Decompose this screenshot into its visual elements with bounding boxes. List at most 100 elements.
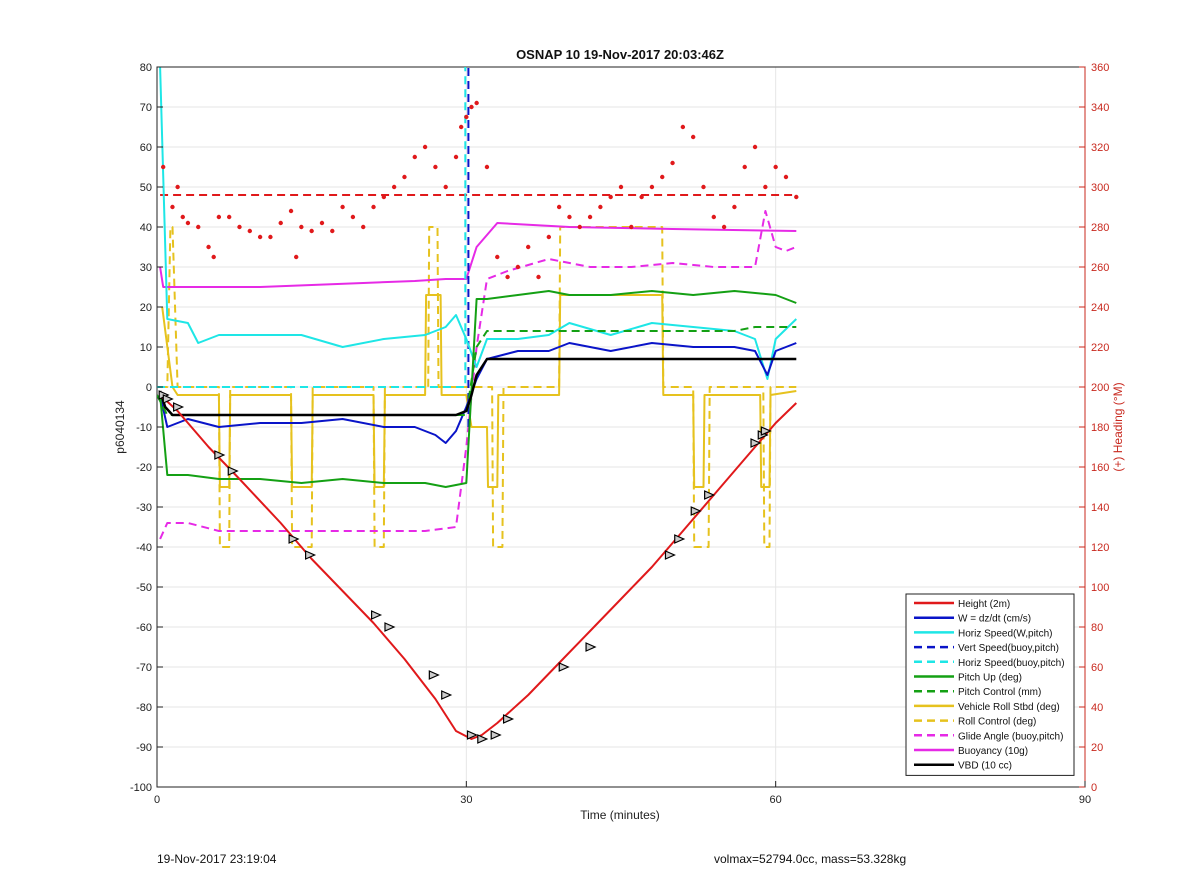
- series-group: [157, 67, 799, 744]
- heading-point: [701, 184, 706, 190]
- heading-point: [237, 224, 242, 230]
- depth-arrow-marker: [502, 714, 515, 724]
- heading-point: [180, 214, 185, 220]
- depth-arrow-marker: [173, 402, 185, 412]
- y2-tick-label: 240: [1091, 302, 1109, 314]
- y-tick-label: 20: [140, 302, 152, 314]
- heading-point: [391, 184, 397, 190]
- series-line-8: [160, 226, 797, 548]
- legend-label: Height (2m): [958, 599, 1010, 610]
- y-tick-label: -40: [136, 542, 152, 554]
- depth-arrow-marker: [477, 734, 489, 744]
- legend-label: Horiz Speed(W,pitch): [958, 628, 1052, 639]
- series-line-2: [159, 67, 797, 380]
- series-line-0: [159, 394, 797, 740]
- y2-tick-label: 180: [1091, 422, 1109, 434]
- series-line-10: [159, 222, 797, 288]
- heading-point: [526, 244, 531, 250]
- depth-arrow-marker: [384, 622, 396, 632]
- heading-point: [474, 100, 479, 106]
- heading-point: [319, 220, 325, 226]
- series-line-4: [157, 67, 467, 388]
- heading-point: [711, 214, 716, 220]
- y-tick-label: -90: [136, 742, 152, 754]
- heading-point: [216, 214, 222, 220]
- heading-point: [763, 184, 768, 190]
- legend-label: Pitch Up (deg): [958, 673, 1022, 684]
- depth-arrow-marker: [305, 550, 317, 560]
- y2-tick-label: 200: [1091, 382, 1109, 394]
- depth-arrow-marker: [466, 730, 478, 740]
- depth-arrow-marker: [750, 438, 762, 448]
- y-tick-label: -50: [136, 582, 152, 594]
- legend-box: [905, 593, 1075, 776]
- depth-arrow-marker: [558, 662, 570, 672]
- heading-point: [412, 154, 417, 160]
- heading-point: [257, 234, 263, 240]
- heading-point: [639, 194, 644, 200]
- y2-tick-label: 0: [1091, 782, 1097, 794]
- series-line-7: [161, 294, 797, 488]
- heading-point: [340, 204, 345, 210]
- heading-point: [464, 114, 469, 120]
- legend-label: Pitch Control (mm): [958, 687, 1041, 698]
- heading-point: [453, 154, 459, 160]
- y-tick-label: 30: [140, 262, 152, 274]
- depth-arrow-marker: [704, 490, 716, 500]
- heading-point: [660, 174, 665, 180]
- heading-point: [546, 234, 552, 240]
- heading-point: [443, 184, 448, 190]
- y-tick-label: 60: [140, 142, 152, 154]
- y-tick-label: 70: [140, 102, 152, 114]
- y2-tick-label: 360: [1091, 62, 1109, 74]
- chart-title: OSNAP 10 19-Nov-2017 20:03:46Z: [516, 47, 724, 62]
- y2-tick-label: 80: [1091, 622, 1103, 634]
- y-tick-label: 40: [140, 222, 152, 234]
- heading-point: [330, 228, 335, 234]
- heading-point: [536, 274, 541, 280]
- legend: Height (2m) W = dz/dt (cm/s) Horiz Speed(W…: [905, 593, 1075, 776]
- y-axis-label: p6040134: [113, 400, 127, 454]
- legend-label: Horiz Speed(buoy,pitch): [958, 658, 1065, 669]
- depth-arrow-marker: [441, 690, 453, 700]
- heading-point: [469, 104, 474, 110]
- y-tick-label: -20: [136, 462, 152, 474]
- heading-point: [361, 224, 366, 230]
- y2-tick-label: 220: [1091, 342, 1109, 354]
- depth-arrow-marker: [214, 450, 226, 460]
- heading-point: [288, 208, 294, 214]
- heading-point: [226, 214, 232, 220]
- heading-point: [680, 124, 686, 130]
- heading-point: [495, 254, 500, 260]
- y2-tick-label: 60: [1091, 662, 1103, 674]
- heading-point: [175, 184, 180, 190]
- grid: [156, 66, 1086, 788]
- depth-arrow-marker: [428, 670, 440, 680]
- heading-point: [381, 194, 387, 200]
- x-tick-label: 30: [460, 794, 472, 806]
- depth-arrow-marker: [288, 534, 300, 544]
- heading-point: [721, 224, 727, 230]
- x-tick-label: 60: [770, 794, 782, 806]
- depth-arrow-marker: [162, 394, 174, 404]
- y2-tick-label: 100: [1091, 582, 1109, 594]
- heading-point: [402, 174, 407, 180]
- heading-point: [556, 204, 562, 210]
- footer-timestamp: 19-Nov-2017 23:19:04: [157, 852, 277, 866]
- heading-point: [433, 164, 438, 170]
- heading-point: [185, 220, 191, 226]
- y-tick-label: -70: [136, 662, 152, 674]
- series-line-9: [159, 210, 797, 540]
- series-line-11: [158, 357, 797, 417]
- heading-point: [268, 234, 273, 240]
- heading-point: [629, 224, 634, 230]
- y2-tick-label: 20: [1091, 742, 1103, 754]
- legend-label: Glide Angle (buoy,pitch): [958, 731, 1063, 742]
- heading-point: [515, 264, 521, 270]
- heading-point: [608, 194, 613, 200]
- y-tick-label: -100: [130, 782, 152, 794]
- depth-arrow-marker: [664, 550, 676, 560]
- heading-point: [587, 214, 593, 220]
- heading-point: [299, 224, 304, 230]
